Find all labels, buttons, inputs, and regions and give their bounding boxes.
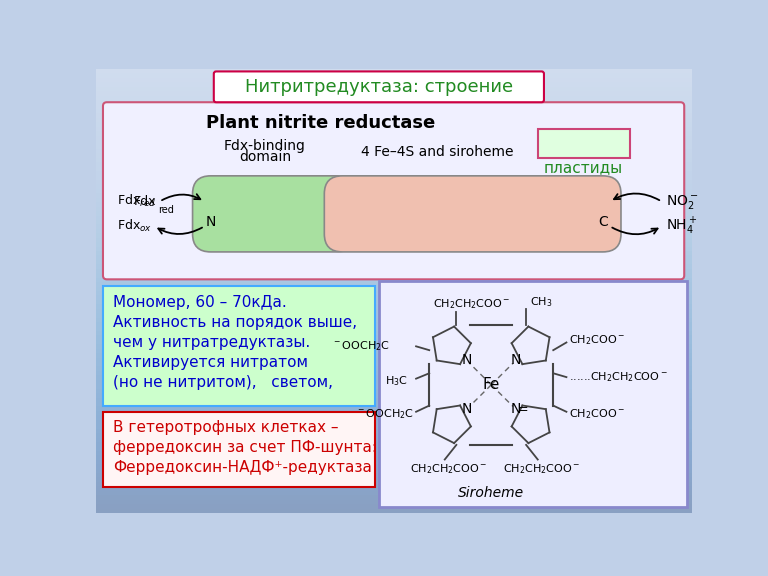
Text: $^-$OOCH$_2$C: $^-$OOCH$_2$C <box>356 407 414 421</box>
Text: ......CH$_2$CH$_2$COO$^-$: ......CH$_2$CH$_2$COO$^-$ <box>569 370 667 384</box>
Text: Ферредоксин-НАДФ⁺-редуктаза: Ферредоксин-НАДФ⁺-редуктаза <box>113 460 372 475</box>
Text: В гетеротрофных клетках –: В гетеротрофных клетках – <box>113 420 339 435</box>
Text: Plant nitrite reductase: Plant nitrite reductase <box>206 114 435 132</box>
Text: Fe: Fe <box>482 377 500 392</box>
Text: чем у нитратредуктазы.: чем у нитратредуктазы. <box>113 335 310 350</box>
Text: 4 Fe–4S and siroheme: 4 Fe–4S and siroheme <box>361 145 513 158</box>
Text: $^-$OOCH$_2$C: $^-$OOCH$_2$C <box>333 339 390 353</box>
FancyBboxPatch shape <box>193 176 354 252</box>
Text: Fdx$_{red}$: Fdx$_{red}$ <box>118 193 157 209</box>
Text: Активируется нитратом: Активируется нитратом <box>113 355 308 370</box>
Text: N: N <box>511 403 521 416</box>
Text: N: N <box>511 353 521 367</box>
FancyBboxPatch shape <box>214 71 544 102</box>
Text: Siroheme: Siroheme <box>458 486 525 501</box>
Text: N: N <box>206 215 216 229</box>
Text: CH$_2$CH$_2$COO$^-$: CH$_2$CH$_2$COO$^-$ <box>410 463 488 476</box>
FancyBboxPatch shape <box>379 281 687 507</box>
Text: ферредоксин за счет ПФ-шунта:: ферредоксин за счет ПФ-шунта: <box>113 441 377 456</box>
FancyBboxPatch shape <box>103 102 684 279</box>
Text: CH$_2$CH$_2$COO$^-$: CH$_2$CH$_2$COO$^-$ <box>433 297 511 311</box>
FancyBboxPatch shape <box>324 176 621 252</box>
Text: domain: domain <box>239 150 291 164</box>
Text: Fdx: Fdx <box>134 195 157 208</box>
Text: Fdx$_{ox}$: Fdx$_{ox}$ <box>117 218 152 234</box>
FancyBboxPatch shape <box>103 286 375 407</box>
Text: H$_3$C: H$_3$C <box>386 374 409 388</box>
Text: =: = <box>518 403 528 416</box>
Text: NO$_2^-$: NO$_2^-$ <box>666 192 698 211</box>
Text: C: C <box>598 215 607 229</box>
Text: red: red <box>158 206 174 215</box>
Text: CH$_3$: CH$_3$ <box>530 295 552 309</box>
FancyBboxPatch shape <box>103 412 375 487</box>
Polygon shape <box>335 209 344 218</box>
Text: CH$_2$COO$^-$: CH$_2$COO$^-$ <box>569 407 625 421</box>
Text: N: N <box>462 353 472 367</box>
Text: (но не нитритом),   светом,: (но не нитритом), светом, <box>113 375 333 390</box>
Text: Fdx-binding: Fdx-binding <box>224 139 306 153</box>
Text: Активность на порядок выше,: Активность на порядок выше, <box>113 315 357 330</box>
Text: CH$_2$COO$^-$: CH$_2$COO$^-$ <box>569 334 625 347</box>
Text: Нитритредуктаза: строение: Нитритредуктаза: строение <box>245 78 513 96</box>
Text: NH$_4^+$: NH$_4^+$ <box>666 215 697 237</box>
Text: пластиды: пластиды <box>544 160 623 175</box>
Text: Мономер, 60 – 70кДа.: Мономер, 60 – 70кДа. <box>113 295 286 310</box>
Text: N: N <box>462 403 472 416</box>
Text: CH$_2$CH$_2$COO$^-$: CH$_2$CH$_2$COO$^-$ <box>503 463 581 476</box>
FancyBboxPatch shape <box>538 129 630 158</box>
